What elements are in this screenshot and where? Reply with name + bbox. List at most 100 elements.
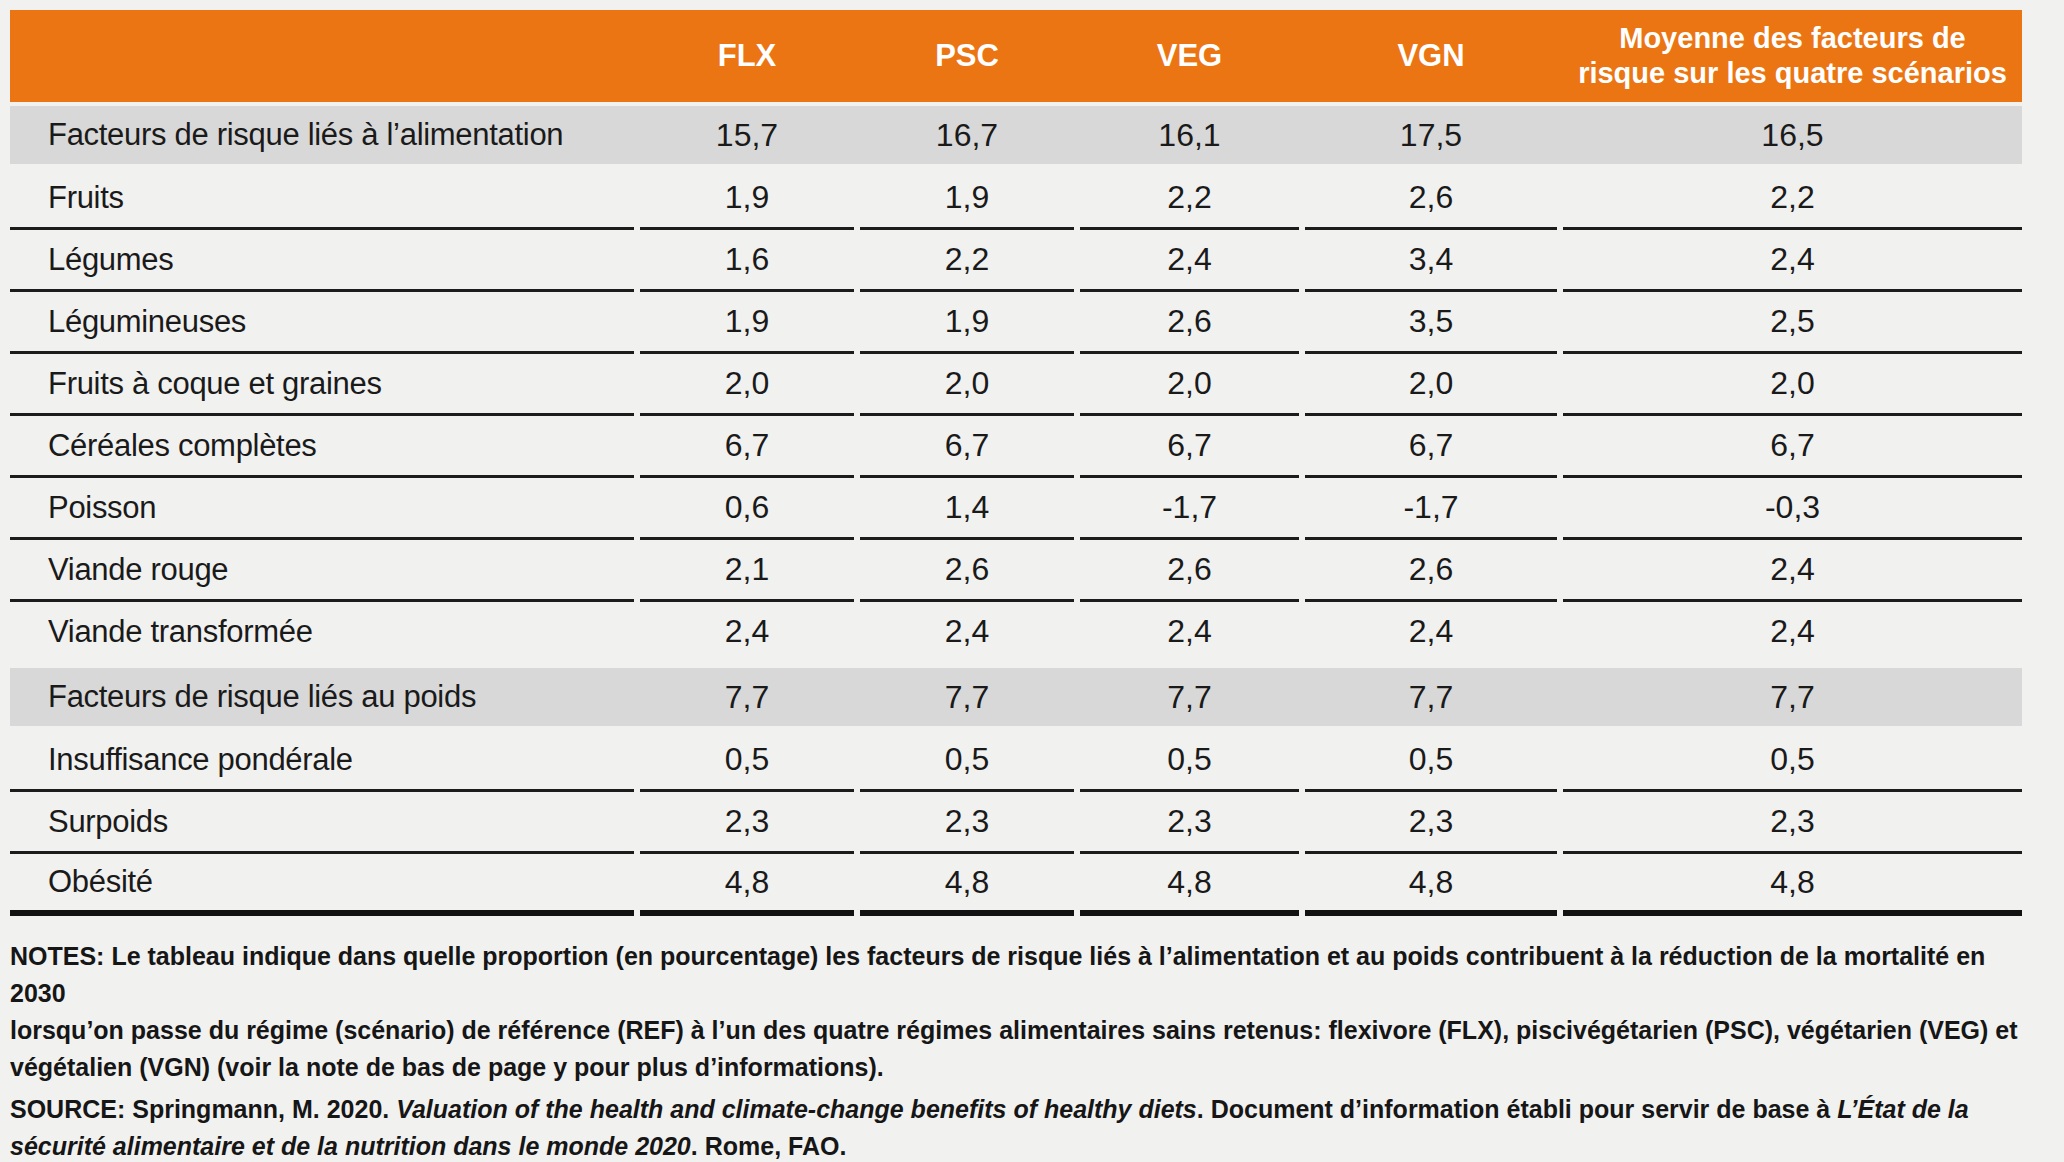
value-cell: 16,1: [1080, 106, 1299, 164]
value-cell: 0,5: [1080, 730, 1299, 792]
value-cell: 4,8: [1305, 854, 1557, 916]
value-cell: 2,3: [1080, 792, 1299, 854]
value-cell: -1,7: [1080, 478, 1299, 540]
value-cell: 0,5: [860, 730, 1074, 792]
table-footnotes: NOTES: Le tableau indique dans quelle pr…: [10, 938, 2022, 1162]
row-label: Légumes: [10, 230, 634, 292]
table-row-viande-rouge: Viande rouge 2,1 2,6 2,6 2,6 2,4: [10, 540, 2022, 602]
header-moyenne: Moyenne des facteurs de risque sur les q…: [1563, 10, 2022, 102]
value-cell: 6,7: [860, 416, 1074, 478]
value-cell: 0,5: [640, 730, 854, 792]
notes-line: NOTES: Le tableau indique dans quelle pr…: [10, 938, 2022, 1012]
value-cell: 2,2: [1563, 168, 2022, 230]
value-cell: 2,3: [640, 792, 854, 854]
value-cell: 16,5: [1563, 106, 2022, 164]
value-cell: 2,0: [1080, 354, 1299, 416]
value-cell: 1,6: [640, 230, 854, 292]
value-cell: 15,7: [640, 106, 854, 164]
value-cell: 2,6: [860, 540, 1074, 602]
table-row-cereales: Céréales complètes 6,7 6,7 6,7 6,7 6,7: [10, 416, 2022, 478]
value-cell: 2,6: [1305, 540, 1557, 602]
table-row-fruits-a-coque: Fruits à coque et graines 2,0 2,0 2,0 2,…: [10, 354, 2022, 416]
value-cell: 2,4: [1563, 540, 2022, 602]
value-cell: 1,9: [640, 168, 854, 230]
risk-factors-table: FLX PSC VEG VGN Moyenne des facteurs de …: [10, 10, 2022, 916]
value-cell: 2,6: [1080, 292, 1299, 354]
value-cell: 6,7: [1305, 416, 1557, 478]
value-cell: 0,5: [1563, 730, 2022, 792]
value-cell: 2,4: [640, 602, 854, 664]
header-vgn: VGN: [1305, 10, 1557, 102]
value-cell: 7,7: [640, 668, 854, 726]
table-header-row: FLX PSC VEG VGN Moyenne des facteurs de …: [10, 10, 2022, 102]
value-cell: 7,7: [1080, 668, 1299, 726]
value-cell: 4,8: [1563, 854, 2022, 916]
value-cell: -1,7: [1305, 478, 1557, 540]
row-label: Surpoids: [10, 792, 634, 854]
value-cell: 2,0: [860, 354, 1074, 416]
value-cell: -0,3: [1563, 478, 2022, 540]
value-cell: 2,1: [640, 540, 854, 602]
row-label: Insuffisance pondérale: [10, 730, 634, 792]
table-row-legumineuses: Légumineuses 1,9 1,9 2,6 3,5 2,5: [10, 292, 2022, 354]
value-cell: 6,7: [1563, 416, 2022, 478]
value-cell: 4,8: [1080, 854, 1299, 916]
value-cell: 17,5: [1305, 106, 1557, 164]
header-psc: PSC: [860, 10, 1074, 102]
value-cell: 3,4: [1305, 230, 1557, 292]
value-cell: 2,3: [1305, 792, 1557, 854]
value-cell: 2,2: [860, 230, 1074, 292]
source-line: SOURCE: Springmann, M. 2020. Valuation o…: [10, 1091, 2022, 1162]
table-row-poisson: Poisson 0,6 1,4 -1,7 -1,7 -0,3: [10, 478, 2022, 540]
value-cell: 2,0: [640, 354, 854, 416]
value-cell: 2,4: [1305, 602, 1557, 664]
value-cell: 7,7: [860, 668, 1074, 726]
row-label: Fruits à coque et graines: [10, 354, 634, 416]
table-row-section-poids: Facteurs de risque liés au poids 7,7 7,7…: [10, 668, 2022, 726]
value-cell: 2,3: [860, 792, 1074, 854]
value-cell: 16,7: [860, 106, 1074, 164]
row-label: Obésité: [10, 854, 634, 916]
value-cell: 2,4: [1563, 602, 2022, 664]
value-cell: 0,6: [640, 478, 854, 540]
value-cell: 2,6: [1305, 168, 1557, 230]
value-cell: 2,0: [1305, 354, 1557, 416]
row-label: Facteurs de risque liés au poids: [10, 668, 634, 726]
notes-line: lorsqu’on passe du régime (scénario) de …: [10, 1012, 2022, 1049]
value-cell: 3,5: [1305, 292, 1557, 354]
value-cell: 1,9: [640, 292, 854, 354]
table-row-legumes: Légumes 1,6 2,2 2,4 3,4 2,4: [10, 230, 2022, 292]
value-cell: 4,8: [860, 854, 1074, 916]
value-cell: 2,4: [1563, 230, 2022, 292]
value-cell: 1,4: [860, 478, 1074, 540]
table-row-section-alimentation: Facteurs de risque liés à l’alimentation…: [10, 106, 2022, 164]
value-cell: 1,9: [860, 292, 1074, 354]
row-label: Fruits: [10, 168, 634, 230]
value-cell: 2,2: [1080, 168, 1299, 230]
row-label: Céréales complètes: [10, 416, 634, 478]
table-row-surpoids: Surpoids 2,3 2,3 2,3 2,3 2,3: [10, 792, 2022, 854]
value-cell: 0,5: [1305, 730, 1557, 792]
value-cell: 7,7: [1563, 668, 2022, 726]
value-cell: 2,0: [1563, 354, 2022, 416]
table-row-viande-transformee: Viande transformée 2,4 2,4 2,4 2,4 2,4: [10, 602, 2022, 664]
value-cell: 2,4: [860, 602, 1074, 664]
row-label: Facteurs de risque liés à l’alimentation: [10, 106, 634, 164]
row-label: Viande rouge: [10, 540, 634, 602]
header-empty: [10, 10, 634, 102]
table-row-insuffisance: Insuffisance pondérale 0,5 0,5 0,5 0,5 0…: [10, 730, 2022, 792]
value-cell: 2,6: [1080, 540, 1299, 602]
value-cell: 2,4: [1080, 602, 1299, 664]
header-veg: VEG: [1080, 10, 1299, 102]
value-cell: 6,7: [1080, 416, 1299, 478]
value-cell: 2,5: [1563, 292, 2022, 354]
notes-line: végétalien (VGN) (voir la note de bas de…: [10, 1049, 2022, 1086]
row-label: Viande transformée: [10, 602, 634, 664]
value-cell: 6,7: [640, 416, 854, 478]
row-label: Poisson: [10, 478, 634, 540]
value-cell: 2,4: [1080, 230, 1299, 292]
value-cell: 2,3: [1563, 792, 2022, 854]
table-row-obesite: Obésité 4,8 4,8 4,8 4,8 4,8: [10, 854, 2022, 916]
value-cell: 1,9: [860, 168, 1074, 230]
value-cell: 7,7: [1305, 668, 1557, 726]
